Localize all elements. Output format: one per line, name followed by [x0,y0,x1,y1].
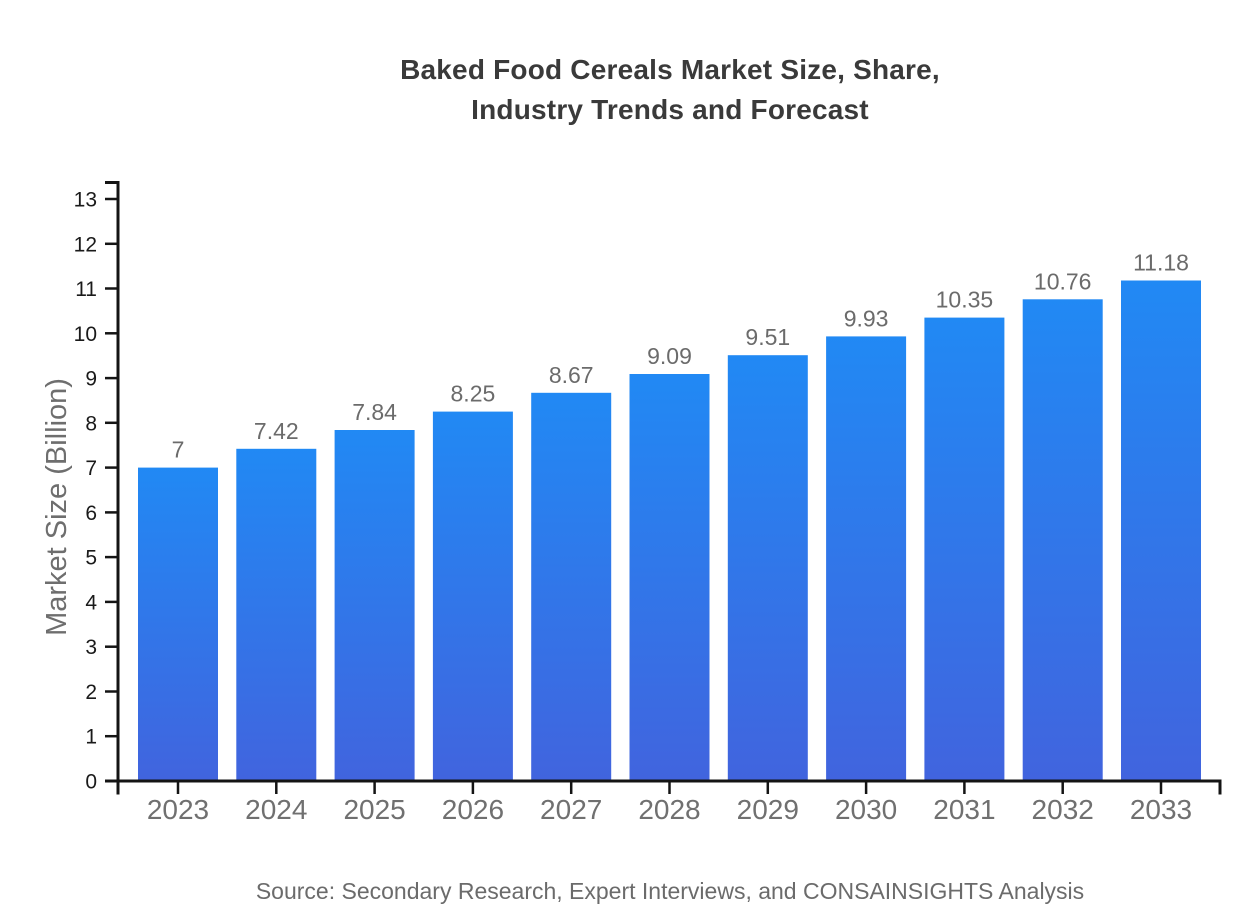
x-tick-label-2024: 2024 [245,794,307,825]
bar-2033 [1121,280,1201,781]
bar-2029 [727,355,808,781]
y-tick-label-6: 6 [85,502,97,525]
bar-value-label-2032: 10.76 [1034,268,1092,294]
bar-2023 [138,467,218,781]
x-tick-label-2027: 2027 [540,794,602,825]
y-tick-label-0: 0 [85,771,97,794]
y-tick-label-2: 2 [85,681,97,704]
y-tick-label-8: 8 [85,412,97,435]
x-tick-label-2033: 2033 [1130,794,1192,825]
bar-value-label-2024: 7.42 [254,418,299,444]
bar-2032 [1022,299,1103,781]
chart-title-line2: Industry Trends and Forecast [471,94,869,125]
y-tick-label-3: 3 [85,636,97,659]
y-tick-label-7: 7 [85,457,97,480]
bar-2024 [236,448,317,781]
bar-value-label-2026: 8.25 [451,381,496,407]
bar-2030 [826,336,907,781]
y-axis-title: Market Size (Billion) [41,378,73,636]
bars-layer [138,280,1201,781]
x-tick-label-2023: 2023 [147,794,209,825]
axes-layer [105,181,1222,795]
labels-layer: 7 2023 7.42 2024 7.84 2025 8.25 2026 8.67 2027 9.0… [41,189,1192,826]
y-tick-label-4: 4 [85,591,97,614]
bar-value-label-2029: 9.51 [745,324,790,350]
bar-value-label-2033: 11.18 [1133,250,1189,276]
y-tick-label-9: 9 [85,368,97,391]
y-tick-label-12: 12 [74,233,97,256]
x-axis-spine [105,779,1222,795]
y-axis-spine [105,181,120,795]
y-tick-label-5: 5 [85,547,97,570]
bar-2026 [432,411,513,781]
bar-2027 [531,392,612,781]
bar-value-label-2031: 10.35 [936,287,994,313]
y-tick-label-13: 13 [74,189,97,212]
bar-value-label-2028: 9.09 [647,343,692,369]
x-tick-label-2032: 2032 [1032,794,1094,825]
x-tick-label-2028: 2028 [638,794,700,825]
bar-value-label-2023: 7 [172,437,185,463]
bar-value-label-2025: 7.84 [352,399,397,425]
x-tick-label-2029: 2029 [737,794,799,825]
bar-2031 [924,317,1005,781]
bar-2025 [334,430,415,781]
source-note: Source: Secondary Research, Expert Inter… [255,878,1085,904]
x-tick-label-2030: 2030 [835,794,897,825]
bar-value-label-2027: 8.67 [549,362,594,388]
bar-2028 [629,374,710,781]
bar-value-label-2030: 9.93 [844,305,889,331]
y-tick-label-11: 11 [75,278,97,301]
chart-title-line1: Baked Food Cereals Market Size, Share, [400,54,940,85]
x-tick-label-2025: 2025 [343,794,405,825]
y-tick-label-1: 1 [85,726,97,749]
x-tick-label-2026: 2026 [442,794,504,825]
chart-title: Baked Food Cereals Market Size, Share, I… [90,50,1250,130]
x-tick-label-2031: 2031 [933,794,995,825]
y-tick-label-10: 10 [74,323,97,346]
